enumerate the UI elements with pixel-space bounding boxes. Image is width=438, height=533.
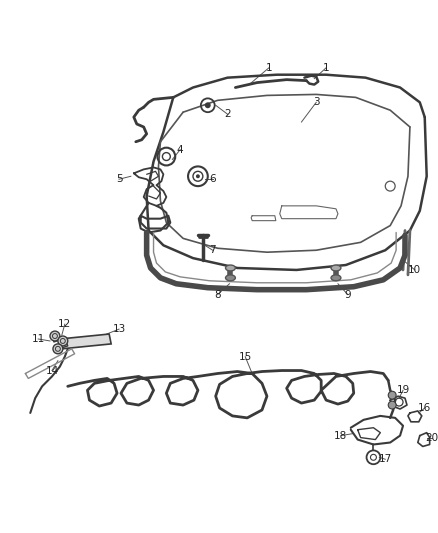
Text: 16: 16 — [418, 403, 431, 413]
Text: 6: 6 — [209, 174, 216, 184]
Text: 10: 10 — [408, 265, 421, 275]
Text: 9: 9 — [345, 289, 351, 300]
Ellipse shape — [331, 275, 341, 281]
Circle shape — [50, 331, 60, 341]
Polygon shape — [60, 334, 111, 349]
Circle shape — [58, 336, 68, 346]
Text: 3: 3 — [313, 98, 320, 107]
Text: 13: 13 — [113, 324, 126, 334]
Text: 11: 11 — [32, 334, 45, 344]
Text: 18: 18 — [334, 431, 347, 441]
Text: 2: 2 — [224, 109, 231, 119]
Ellipse shape — [331, 265, 341, 271]
Text: 17: 17 — [378, 454, 392, 464]
Text: 4: 4 — [177, 144, 184, 155]
Text: 5: 5 — [116, 174, 122, 184]
Text: 8: 8 — [214, 289, 221, 300]
Text: 12: 12 — [58, 319, 71, 329]
Circle shape — [388, 401, 396, 409]
Text: 1: 1 — [265, 63, 272, 73]
Circle shape — [53, 344, 63, 354]
Text: 7: 7 — [209, 245, 216, 255]
Text: 15: 15 — [239, 352, 252, 362]
Ellipse shape — [226, 265, 235, 271]
Circle shape — [388, 391, 396, 399]
Text: 20: 20 — [425, 433, 438, 442]
Ellipse shape — [226, 275, 235, 281]
Text: 14: 14 — [46, 366, 59, 376]
Text: 19: 19 — [396, 385, 410, 395]
Circle shape — [196, 174, 200, 178]
Text: 1: 1 — [323, 63, 329, 73]
Circle shape — [205, 102, 211, 108]
